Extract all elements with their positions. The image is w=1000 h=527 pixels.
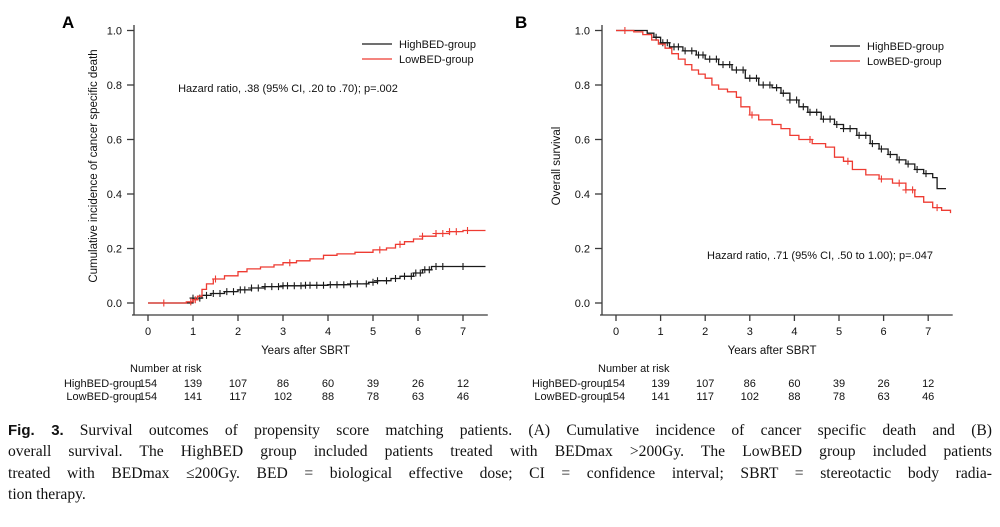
risk-count: 12 — [457, 378, 469, 390]
highbed-group-censor-marks — [652, 33, 930, 178]
caption-line-2: overall survival. The HighBED group incl… — [8, 443, 992, 461]
lowbed-group-curve — [616, 29, 952, 214]
x-tick-label: 6 — [415, 326, 421, 338]
risk-count: 107 — [229, 378, 247, 390]
risk-count: 12 — [922, 378, 934, 390]
risk-count: 78 — [833, 391, 845, 403]
risk-count: 117 — [229, 391, 247, 403]
lowbed-group-curve — [148, 229, 486, 304]
lowbed-group-censor-marks — [160, 227, 471, 307]
figure-caption: Fig. 3. Survival outcomes of propensity s… — [8, 420, 992, 506]
lowbed-group-censor-marks — [621, 27, 941, 212]
panel-a-cumulative-incidence: 0.0 0.2 0.4 0.6 0.8 1.0 0 1 2 3 4 5 6 7 Cumulative inc… — [0, 0, 500, 415]
y-tick-label: 0.2 — [575, 243, 590, 255]
risk-count: 141 — [651, 391, 669, 403]
x-tick-label: 7 — [460, 326, 466, 338]
y-tick-label: 0.0 — [575, 298, 590, 310]
caption-line-3: treated with BEDmax ≤200Gy. BED = biolog… — [8, 464, 992, 482]
hazard-ratio-annotation: Hazard ratio, .38 (95% CI, .20 to .70); … — [178, 83, 398, 95]
axis-lines — [600, 25, 953, 316]
panel-b-overall-survival: 0.0 0.2 0.4 0.6 0.8 1.0 0 1 2 3 4 5 6 7 Overall surviv… — [500, 0, 1000, 415]
x-axis-title: Years after SBRT — [728, 345, 817, 357]
x-tick-label: 4 — [791, 326, 797, 338]
risk-count: 78 — [367, 391, 379, 403]
caption-line-4: tion therapy. — [8, 486, 86, 504]
risk-count: 60 — [788, 378, 800, 390]
risk-count: 154 — [607, 391, 625, 403]
y-tick-label: 0.4 — [107, 189, 122, 201]
risk-count: 154 — [139, 391, 157, 403]
risk-count: 154 — [139, 378, 157, 390]
panel-letter: A — [62, 13, 74, 32]
highbed-group-risk-row-label: HighBED-group — [532, 378, 609, 390]
x-tick-label: 4 — [325, 326, 331, 338]
lowbed-group-legend-label: LowBED-group — [867, 56, 942, 68]
y-tick-label: 1.0 — [575, 25, 590, 37]
number-at-risk-title: Number at risk — [598, 363, 670, 375]
caption-text-1: Survival outcomes of propensity score ma… — [79, 422, 992, 439]
y-tick-label: 1.0 — [107, 25, 122, 37]
x-tick-label: 5 — [836, 326, 842, 338]
risk-count: 107 — [696, 378, 714, 390]
risk-count: 26 — [877, 378, 889, 390]
risk-count: 88 — [322, 391, 334, 403]
x-axis-title: Years after SBRT — [261, 345, 350, 357]
y-tick-label: 0.4 — [575, 189, 590, 201]
x-tick-label: 3 — [280, 326, 286, 338]
y-axis-title: Cumulative incidence of cancer specific … — [88, 49, 100, 282]
y-tick-label: 0.8 — [107, 80, 122, 92]
lowbed-group-risk-row-label: LowBED-group — [66, 391, 141, 403]
highbed-group-censor-marks — [189, 263, 467, 302]
risk-count: 139 — [651, 378, 669, 390]
lowbed-group-risk-row-label: LowBED-group — [534, 391, 609, 403]
hazard-ratio-annotation: Hazard ratio, .71 (95% CI, .50 to 1.00);… — [707, 250, 933, 262]
risk-count: 39 — [833, 378, 845, 390]
x-tick-label: 2 — [702, 326, 708, 338]
y-tick-label: 0.0 — [107, 298, 122, 310]
axis-lines — [132, 25, 488, 316]
y-tick-label: 0.2 — [107, 243, 122, 255]
risk-count: 63 — [412, 391, 424, 403]
risk-count: 102 — [741, 391, 759, 403]
risk-count: 154 — [607, 378, 625, 390]
risk-count: 26 — [412, 378, 424, 390]
number-at-risk-title: Number at risk — [130, 363, 202, 375]
risk-count: 117 — [696, 391, 714, 403]
lowbed-group-legend-label: LowBED-group — [399, 54, 474, 66]
caption-line-1: Fig. 3. Survival outcomes of propensity s… — [8, 420, 992, 441]
risk-count: 39 — [367, 378, 379, 390]
highbed-group-legend-label: HighBED-group — [867, 41, 944, 53]
x-tick-label: 1 — [658, 326, 664, 338]
x-tick-label: 3 — [747, 326, 753, 338]
x-tick-label: 2 — [235, 326, 241, 338]
risk-count: 46 — [457, 391, 469, 403]
highbed-group-curve — [616, 29, 946, 190]
y-tick-label: 0.6 — [575, 134, 590, 146]
risk-count: 88 — [788, 391, 800, 403]
y-tick-label: 0.8 — [575, 80, 590, 92]
x-tick-label: 5 — [370, 326, 376, 338]
x-tick-label: 0 — [613, 326, 619, 338]
panel-letter: B — [515, 13, 527, 32]
x-tick-label: 6 — [881, 326, 887, 338]
x-tick-label: 0 — [145, 326, 151, 338]
risk-count: 63 — [877, 391, 889, 403]
risk-count: 141 — [184, 391, 202, 403]
x-tick-label: 7 — [925, 326, 931, 338]
risk-count: 86 — [277, 378, 289, 390]
x-tick-label: 1 — [190, 326, 196, 338]
risk-count: 102 — [274, 391, 292, 403]
risk-count: 46 — [922, 391, 934, 403]
highbed-group-legend-label: HighBED-group — [399, 39, 476, 51]
figure-number-label: Fig. 3. — [8, 422, 64, 439]
y-tick-label: 0.6 — [107, 134, 122, 146]
risk-count: 139 — [184, 378, 202, 390]
y-axis-title: Overall survival — [551, 127, 563, 206]
risk-count: 86 — [744, 378, 756, 390]
risk-count: 60 — [322, 378, 334, 390]
highbed-group-risk-row-label: HighBED-group — [64, 378, 141, 390]
